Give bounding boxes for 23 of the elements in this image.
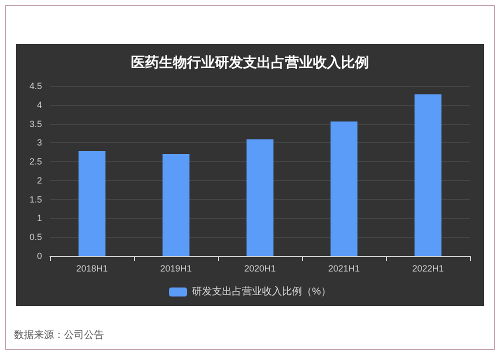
y-tick-label: 4.5 xyxy=(29,81,42,91)
bar xyxy=(246,139,274,256)
y-tick-label: 0 xyxy=(36,251,42,261)
source-note: 数据来源：公司公告 xyxy=(14,328,104,342)
y-tick-label: 0.5 xyxy=(29,232,42,242)
bar xyxy=(78,150,106,256)
x-tick-label: 2020H1 xyxy=(244,264,276,274)
x-tick-label: 2018H1 xyxy=(76,264,108,274)
y-tick-label: 3 xyxy=(36,138,42,148)
y-tick-label: 1 xyxy=(36,213,42,224)
y-tick-label: 4 xyxy=(36,100,42,110)
bar xyxy=(330,122,358,256)
chart-title: 医药生物行业研发支出占营业收入比例 xyxy=(131,54,369,70)
y-tick-label: 2 xyxy=(36,175,42,186)
bar xyxy=(414,94,442,256)
bar xyxy=(162,154,190,256)
y-tick-label: 3.5 xyxy=(29,118,42,129)
x-tick-label: 2021H1 xyxy=(328,264,360,274)
legend-label: 研发支出占营业收入比例（%） xyxy=(192,286,331,298)
y-tick-label: 2.5 xyxy=(29,156,42,167)
x-tick-label: 2019H1 xyxy=(160,264,192,274)
x-tick-label: 2022H1 xyxy=(412,264,444,274)
y-tick-label: 1.5 xyxy=(29,194,42,204)
